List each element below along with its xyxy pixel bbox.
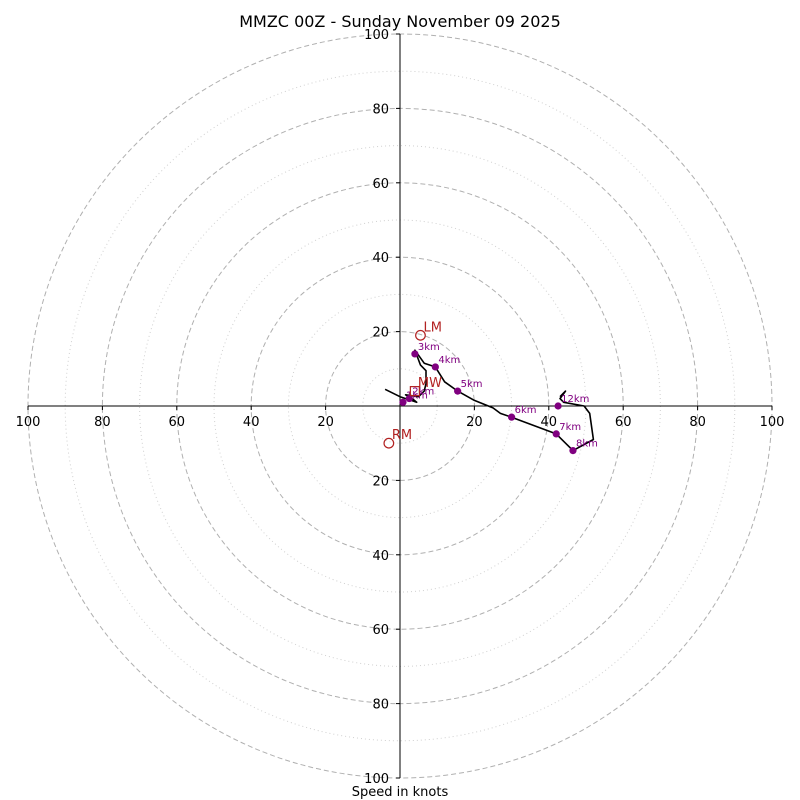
height-marker-label: 3km xyxy=(418,342,440,353)
y-tick-label: 80 xyxy=(372,102,389,117)
y-tick-label: 20 xyxy=(372,326,389,341)
height-marker-label: 5km xyxy=(461,379,483,390)
storm-motion-RM xyxy=(383,437,395,449)
y-tick-label: 20 xyxy=(372,474,389,489)
height-marker-label: 4km xyxy=(438,355,460,366)
x-tick-label: 20 xyxy=(317,415,334,430)
height-marker-label: 8km xyxy=(576,439,598,450)
height-marker-label: 7km xyxy=(559,422,581,433)
storm-motion-label: MW xyxy=(418,376,442,391)
storm-motion-MW xyxy=(409,386,420,397)
x-tick-label: 40 xyxy=(541,415,558,430)
storm-motion-label: RM xyxy=(392,428,412,443)
y-tick-label: 60 xyxy=(372,177,389,192)
y-tick-label: 60 xyxy=(372,623,389,638)
x-axis-label: Speed in knots xyxy=(352,785,449,800)
height-marker-5km xyxy=(454,387,462,395)
height-marker-label: 2km xyxy=(412,387,434,398)
y-tick-label: 40 xyxy=(372,549,389,564)
height-marker-label: 12km xyxy=(561,394,589,405)
x-tick-label: 60 xyxy=(615,415,632,430)
x-tick-label: 100 xyxy=(760,415,785,430)
height-marker-7km xyxy=(552,430,560,438)
height-marker-6km xyxy=(508,413,516,421)
height-marker-1km xyxy=(399,398,407,406)
height-marker-8km xyxy=(569,447,577,455)
storm-motion-markers: LM MW RM xyxy=(383,320,442,449)
x-tick-label: 100 xyxy=(16,415,41,430)
x-tick-label: 80 xyxy=(689,415,706,430)
y-tick-label: 100 xyxy=(364,772,389,787)
y-tick-label: 100 xyxy=(364,28,389,43)
chart-title: MMZC 00Z - Sunday November 09 2025 xyxy=(239,12,561,31)
x-tick-label: 80 xyxy=(94,415,111,430)
height-marker-3km xyxy=(411,350,419,358)
storm-motion-label: LM xyxy=(423,320,441,335)
x-tick-label: 20 xyxy=(466,415,483,430)
axes xyxy=(28,34,772,778)
x-tick-label: 60 xyxy=(169,415,186,430)
y-tick-label: 40 xyxy=(372,251,389,266)
x-tick-label: 40 xyxy=(243,415,260,430)
height-marker-2km xyxy=(405,394,413,403)
height-marker-4km xyxy=(431,363,439,371)
tick-labels: 100 80 60 40 20 20 40 60 80 100 100 80 60 40 20 20 40 60 8… xyxy=(16,28,785,787)
y-tick-label: 80 xyxy=(372,698,389,713)
height-marker-label: 6km xyxy=(515,405,537,416)
height-marker-12km xyxy=(554,402,562,410)
storm-motion-LM xyxy=(415,329,426,341)
